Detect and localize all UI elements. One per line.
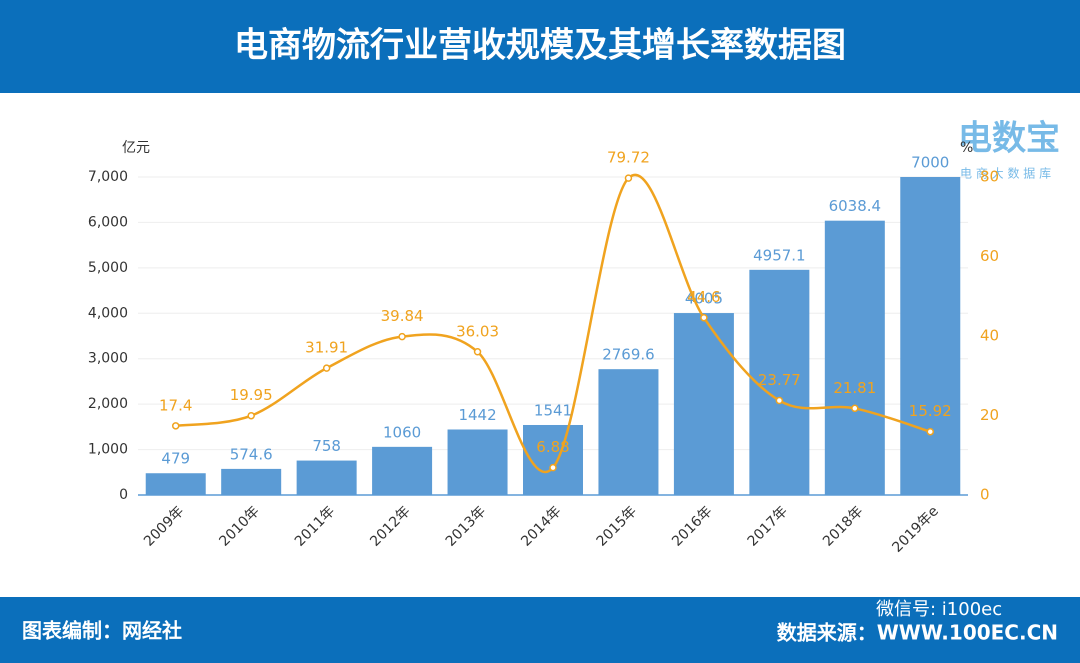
line-value-label: 19.95 [230,386,273,404]
x-tick-label: 2019年e [889,503,942,556]
line-point [473,348,482,356]
x-tick-label: 2017年 [745,503,791,549]
line-point [926,427,935,436]
bar-value-label: 1541 [534,401,572,419]
header-band [0,0,1080,93]
line-value-label: 6.88 [536,438,569,456]
bar [673,313,734,495]
line-point [247,411,255,420]
bar [900,177,961,495]
x-tick-label: 2009年 [141,503,187,549]
line-point [398,332,406,341]
y2-tick-label: 40 [980,327,999,345]
footer-wechat: 微信号: i100ec [876,599,1002,620]
y2-tick-label: 80 [980,168,999,186]
line-value-label: 21.81 [833,379,876,397]
title: 电商物流行业营收规模及其增长率数据图 [234,26,846,66]
bar [447,429,508,495]
y-unit: 亿元 [122,140,150,156]
y-tick-label: 6,000 [88,214,128,230]
bar-value-label: 4957.1 [753,246,806,264]
bar [145,473,206,495]
line-point [171,422,180,430]
bar [372,446,433,495]
y-tick-label: 1,000 [88,442,128,458]
y-tick-label: 7,000 [88,169,128,185]
bar-value-label: 758 [312,437,341,455]
y2-tick-label: 20 [980,406,999,424]
footer-left: 图表编制：网经社 [22,619,182,643]
x-tick-label: 2012年 [367,503,413,549]
y-tick-label: 2,000 [88,396,128,412]
y-tick-label: 5,000 [88,260,128,276]
y-tick-label: 3,000 [88,351,128,367]
x-tick-label: 2018年 [820,503,866,549]
footer-band [0,597,1080,663]
line-value-label: 23.77 [758,371,801,389]
bar-value-label: 2769.6 [602,346,655,364]
bar-value-label: 4005 [685,290,723,308]
bar [523,424,583,495]
line-point [851,404,859,413]
x-tick-label: 2013年 [443,503,489,549]
bar-value-label: 7000 [911,154,949,172]
x-tick-label: 2016年 [669,503,715,549]
bar-value-label: 574.6 [230,445,273,463]
bar-value-label: 6038.4 [829,197,882,215]
bar [824,220,885,495]
line-point [775,396,784,405]
bar-value-label: 1060 [383,423,421,441]
watermark-tagline: 电 商 大 数 据 库 [960,166,1051,181]
y-tick-label: 0 [119,487,128,503]
line-point [322,364,331,372]
bar [749,269,810,495]
line-value-label: 39.84 [381,307,424,325]
line-point [549,463,557,472]
line-value-label: 36.03 [456,322,499,340]
bar-value-label: 1442 [458,406,496,424]
y-tick-label: 4,000 [88,305,128,321]
x-tick-label: 2015年 [594,503,640,549]
line-value-label: 17.4 [159,396,192,414]
y2-tick-label: 0 [980,486,990,504]
bar [598,369,659,495]
line-value-label: 31.91 [305,339,348,357]
x-tick-label: 2011年 [292,503,338,549]
line-value-label: 79.72 [607,149,650,167]
bar [296,460,357,495]
line-value-label: 15.92 [909,402,952,420]
bar-value-label: 479 [161,450,190,468]
watermark-brand: 电数宝 [958,119,1060,159]
bar [221,468,282,495]
x-tick-label: 2010年 [216,503,262,549]
footer-right: 数据来源：WWW.100EC.CN [777,621,1058,645]
line-point [700,313,708,322]
line-value-label: 44.6 [687,288,720,306]
line-point [624,174,633,182]
y2-unit: % [960,140,973,156]
y2-tick-label: 60 [980,247,999,265]
x-tick-label: 2014年 [518,503,564,549]
